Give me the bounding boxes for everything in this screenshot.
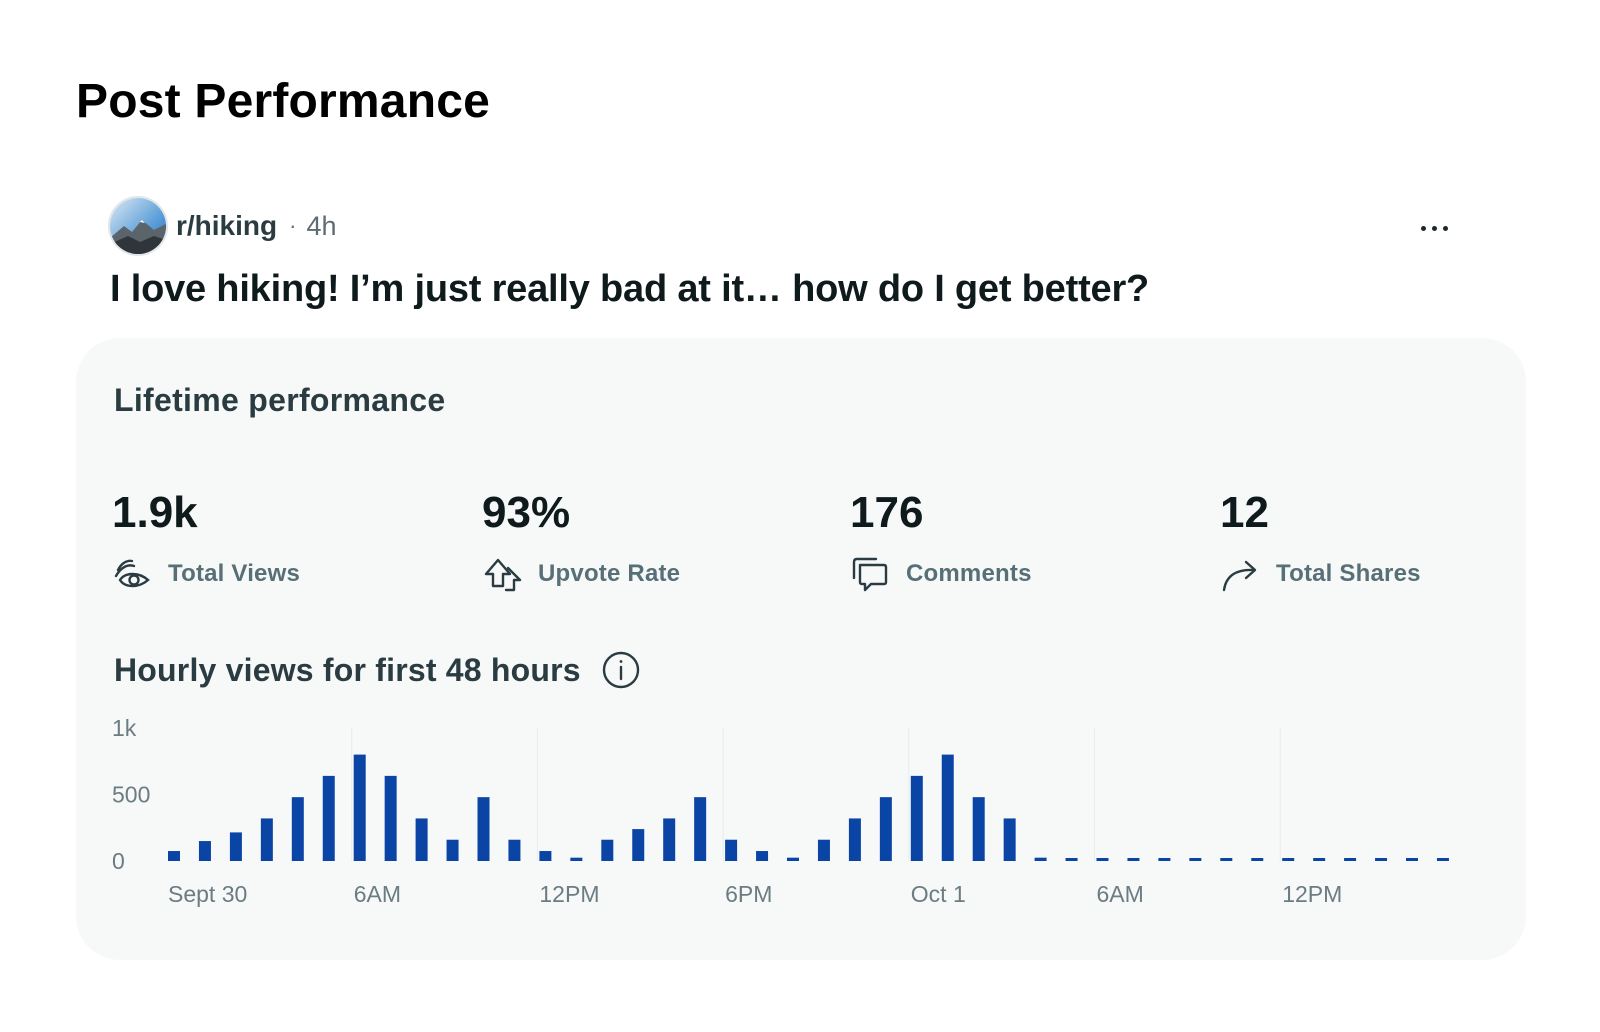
bar-hour-7[interactable] — [384, 775, 397, 861]
stat-value: 1.9k — [112, 488, 198, 537]
bar-hour-8[interactable] — [415, 818, 428, 861]
bar-hour-16[interactable] — [663, 818, 676, 861]
bar-hour-28[interactable] — [1034, 857, 1047, 861]
x-tick-label: 12PM — [539, 881, 599, 907]
stat-label: Total Shares — [1276, 560, 1421, 587]
bar-hour-27[interactable] — [1003, 818, 1016, 861]
bar-hour-34[interactable] — [1220, 858, 1233, 861]
bar-hour-35[interactable] — [1251, 858, 1264, 861]
stat-value: 93% — [482, 488, 571, 537]
stat-comments: 176 Comments — [850, 488, 1032, 594]
bar-chart-svg: 0 500 1k Sept 30 6AM 12PM 6PM Oct 1 6AM 12PM — [112, 718, 1449, 907]
stat-total-views: 1.9k Total Views — [112, 488, 300, 594]
stat-total-shares: 12 Total Shares — [1220, 488, 1421, 594]
bar-hour-33[interactable] — [1189, 858, 1202, 861]
post-title[interactable]: I love hiking! I’m just really bad at it… — [110, 268, 1150, 310]
performance-card: Lifetime performance 1.9k Total Views 93… — [76, 338, 1526, 960]
bar-hour-13[interactable] — [570, 857, 583, 861]
bar-hour-23[interactable] — [879, 797, 892, 861]
y-tick-label: 1k — [112, 718, 137, 741]
bar-hour-29[interactable] — [1065, 858, 1078, 861]
x-tick-label: 6AM — [354, 881, 401, 907]
bar-hour-25[interactable] — [941, 754, 954, 861]
y-tick-label: 0 — [112, 848, 125, 874]
bar-hour-20[interactable] — [787, 857, 799, 861]
share-arrow-icon — [1220, 554, 1260, 594]
upvote-arrow-icon — [482, 554, 522, 594]
bar-hour-3[interactable] — [260, 818, 273, 861]
page-title: Post Performance — [76, 75, 491, 128]
bar-hour-17[interactable] — [694, 797, 707, 861]
bar-hour-14[interactable] — [601, 839, 614, 861]
stat-value: 176 — [850, 488, 924, 537]
eye-icon — [112, 554, 152, 594]
bar-hour-9[interactable] — [446, 839, 459, 861]
chart-title: Hourly views for first 48 hours — [114, 650, 641, 690]
stat-label: Upvote Rate — [538, 560, 681, 587]
stat-upvote-rate: 93% Upvote Rate — [482, 488, 680, 594]
bar-hour-11[interactable] — [508, 839, 521, 861]
stat-value: 12 — [1220, 488, 1269, 537]
bar-hour-0[interactable] — [168, 851, 180, 861]
x-tick-label: 6PM — [725, 881, 772, 907]
stat-label: Total Views — [168, 560, 301, 587]
x-tick-label: 12PM — [1282, 881, 1342, 907]
bar-hour-22[interactable] — [848, 818, 861, 861]
post-age: 4h — [306, 210, 337, 241]
bar-hour-6[interactable] — [353, 754, 366, 861]
bar-hour-4[interactable] — [291, 797, 304, 861]
bar-hour-10[interactable] — [477, 797, 490, 861]
chart-title-text: Hourly views for first 48 hours — [114, 651, 581, 688]
card-title: Lifetime performance — [114, 382, 446, 418]
bar-hour-15[interactable] — [632, 829, 645, 861]
bar-hour-31[interactable] — [1127, 858, 1140, 861]
bar-hour-19[interactable] — [756, 851, 769, 861]
bar-hour-38[interactable] — [1344, 858, 1357, 861]
bar-hour-24[interactable] — [910, 775, 923, 861]
post-header: r/hiking · 4h — [108, 196, 337, 256]
bar-hour-18[interactable] — [725, 839, 738, 861]
y-tick-label: 500 — [112, 782, 150, 808]
info-icon[interactable] — [601, 650, 641, 690]
bar-hour-26[interactable] — [972, 797, 985, 861]
bar-hour-30[interactable] — [1096, 858, 1109, 861]
subreddit-avatar[interactable] — [108, 196, 168, 256]
bar-hour-21[interactable] — [817, 839, 830, 861]
bar-hour-36[interactable] — [1282, 858, 1295, 861]
bar-hour-12[interactable] — [539, 851, 552, 861]
bar-hour-41[interactable] — [1436, 858, 1449, 861]
x-tick-label: Oct 1 — [911, 881, 966, 907]
comment-bubbles-icon — [850, 554, 890, 594]
hourly-views-chart: 0 500 1k Sept 30 6AM 12PM 6PM Oct 1 6AM 12PM — [76, 718, 1526, 938]
separator-dot: · — [289, 213, 297, 238]
bar-hour-32[interactable] — [1158, 858, 1171, 861]
bar-hour-2[interactable] — [229, 832, 242, 861]
more-options-button[interactable] — [1412, 206, 1456, 250]
bar-hour-39[interactable] — [1375, 858, 1388, 861]
bar-hour-40[interactable] — [1406, 858, 1418, 861]
bar-hour-1[interactable] — [198, 841, 211, 861]
bar-hour-5[interactable] — [322, 775, 335, 861]
x-tick-label: 6AM — [1097, 881, 1144, 907]
x-tick-label: Sept 30 — [168, 881, 247, 907]
bar-hour-37[interactable] — [1313, 858, 1326, 861]
subreddit-name[interactable]: r/hiking — [176, 210, 278, 241]
stat-label: Comments — [906, 560, 1032, 587]
